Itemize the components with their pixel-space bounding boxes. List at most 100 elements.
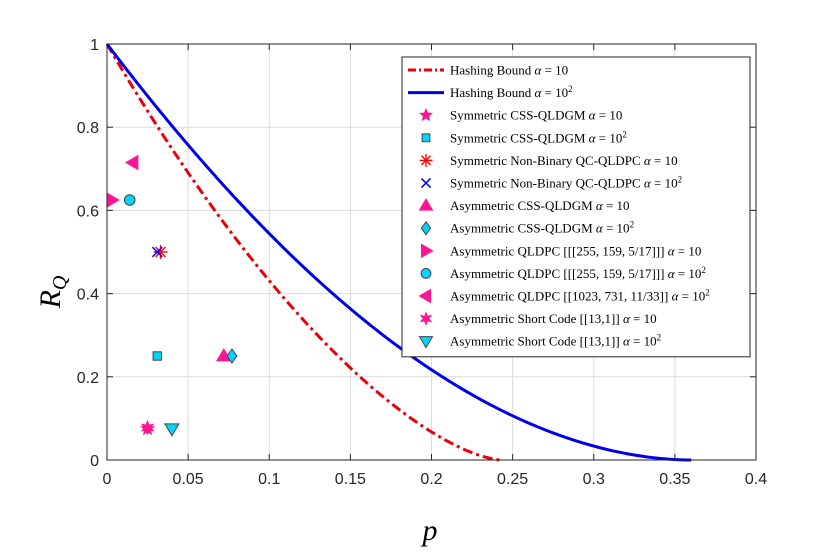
legend-name: Symmetric CSS-QLDGM [450,108,589,123]
data-point-s9-0 [123,194,136,206]
x-tick-label: 0 [103,471,112,488]
legend-marker-8 [420,243,434,259]
legend-marker-12 [418,336,434,349]
legend-alpha-value: = 10 [678,289,705,304]
x-tick-label: 0.05 [173,471,204,488]
legend-marker-4 [419,153,433,167]
legend-alpha-value: = 10 [675,243,702,258]
curve-1 [105,43,692,462]
tick-labels: 0 0.05 0.1 0.15 0.2 0.25 0.3 0.35 0.4 0 0.2 0.4 0.6 0… [77,37,767,488]
y-tick-label: 0.6 [77,203,99,220]
axes [106,43,757,461]
legend-name: Asymmetric Short Code [[13,1]] [450,334,623,349]
legend-alpha-exponent: 2 [701,265,706,275]
data-points [106,154,238,437]
legend-alpha-symbol: α [623,311,631,326]
legend-entry-4: Symmetric Non-Binary QC-QLDPC α = 10 [450,153,678,168]
legend-marker-10 [418,288,432,304]
legend-alpha-value: = 10 [651,153,678,168]
legend-marker-5 [420,177,432,189]
legend-alpha-symbol: α [535,85,543,100]
legend-alpha-symbol: α [672,289,680,304]
legend-entry-7: Asymmetric CSS-QLDGM α = 102 [450,220,634,236]
legend-name: Asymmetric Short Code [[13,1]] [450,311,623,326]
data-point-s12-0 [164,423,180,437]
legend-name: Symmetric CSS-QLDGM [450,130,589,145]
legend-marker-9 [420,268,432,279]
legend-alpha-exponent: 2 [630,220,635,230]
legend-marker-4-stroke-3 [420,155,432,166]
legend-alpha-symbol: α [623,334,631,349]
legend-alpha-symbol: α [596,221,604,236]
legend-alpha-value: = 10 [630,334,657,349]
data-point-s5-0 [151,246,163,258]
data-point-s10-0 [124,154,139,171]
legend-name: Symmetric Non-Binary QC-QLDPC [450,176,644,191]
legend-entry-9: Asymmetric QLDPC [[[255, 159, 5/17]]] α … [450,265,706,281]
data-point-s5-0-stroke-b [151,246,163,258]
y-tick-label: 1 [90,37,99,54]
legend-alpha-value: = 10 [630,311,657,326]
legend-name: Symmetric Non-Binary QC-QLDPC [450,153,644,168]
legend-marker-5-stroke-b [420,177,432,189]
legend-marker-7 [420,220,432,236]
data-point-s7-0 [226,348,238,364]
legend-box [401,56,751,358]
legend-alpha-value: = 10 [596,130,623,145]
legend-name: Asymmetric QLDPC [[[255, 159, 5/17]]] [450,266,668,281]
legend-alpha-symbol: α [596,198,604,213]
legend-entry-2: Symmetric CSS-QLDGM α = 10 [450,108,622,123]
y-tick-label: 0.8 [77,120,99,137]
legend-alpha-value: = 10 [541,63,568,78]
legend-alpha-symbol: α [644,176,652,191]
legend-entry-5: Symmetric Non-Binary QC-QLDPC α = 102 [450,175,682,191]
x-tick-label: 0.2 [420,471,442,488]
y-axis-label: RQ [34,275,71,309]
data-point-s11-0 [140,419,155,436]
data-point-s8-0 [106,192,120,208]
y-tick-label: 0.2 [77,370,99,387]
curves [105,43,692,462]
data-point-s4-0 [153,245,168,259]
legend-entry-8: Asymmetric QLDPC [[[255, 159, 5/17]]] α … [450,243,701,258]
x-axis-label: p [421,514,438,547]
legend-alpha-value: = 10 [596,108,623,123]
legend-alpha-value: = 10 [603,221,630,236]
legend-name: Hashing Bound [450,85,535,100]
legend-alpha-exponent: 2 [657,333,662,343]
curve-0 [105,43,502,462]
legend: Hashing Bound α = 10 Hashing Bound α = 10… [401,56,751,358]
y-axis-label-subscript: Q [49,275,71,290]
y-tick-label: 0.4 [77,287,99,304]
legend-entry-6: Asymmetric CSS-QLDGM α = 10 [450,198,630,213]
legend-alpha-symbol: α [589,130,597,145]
legend-name: Asymmetric QLDPC [[1023, 731, 11/33]] [450,289,672,304]
legend-name: Asymmetric CSS-QLDGM [450,221,596,236]
x-tick-label: 0.1 [258,471,280,488]
legend-alpha-symbol: α [589,108,597,123]
legend-entry-11: Asymmetric Short Code [[13,1]] α = 10 [450,311,657,326]
legend-alpha-exponent: 2 [705,288,710,298]
legend-alpha-value: = 10 [541,85,568,100]
legend-alpha-exponent: 2 [568,84,573,94]
x-tick-label: 0.4 [745,471,767,488]
x-tick-label: 0.35 [659,471,690,488]
legend-entry-12: Asymmetric Short Code [[13,1]] α = 102 [450,333,661,349]
legend-alpha-symbol: α [668,243,676,258]
data-point-s4-0-stroke-3 [155,246,166,258]
legend-alpha-exponent: 2 [678,175,683,185]
legend-entry-3: Symmetric CSS-QLDGM α = 102 [450,129,627,145]
legend-entry-10: Asymmetric QLDPC [[1023, 731, 11/33]] α … [450,288,710,304]
y-axis-label-main: R [34,290,67,309]
legend-alpha-symbol: α [535,63,543,78]
legend-name: Hashing Bound [450,63,535,78]
legend-marker-3 [421,133,431,143]
legend-name: Asymmetric CSS-QLDGM [450,198,596,213]
x-tick-label: 0.3 [583,471,605,488]
y-tick-label: 0 [90,453,99,470]
legend-marker-2 [419,107,433,122]
legend-alpha-value: = 10 [603,198,630,213]
legend-marker-11 [419,311,433,326]
legend-alpha-symbol: α [644,153,652,168]
